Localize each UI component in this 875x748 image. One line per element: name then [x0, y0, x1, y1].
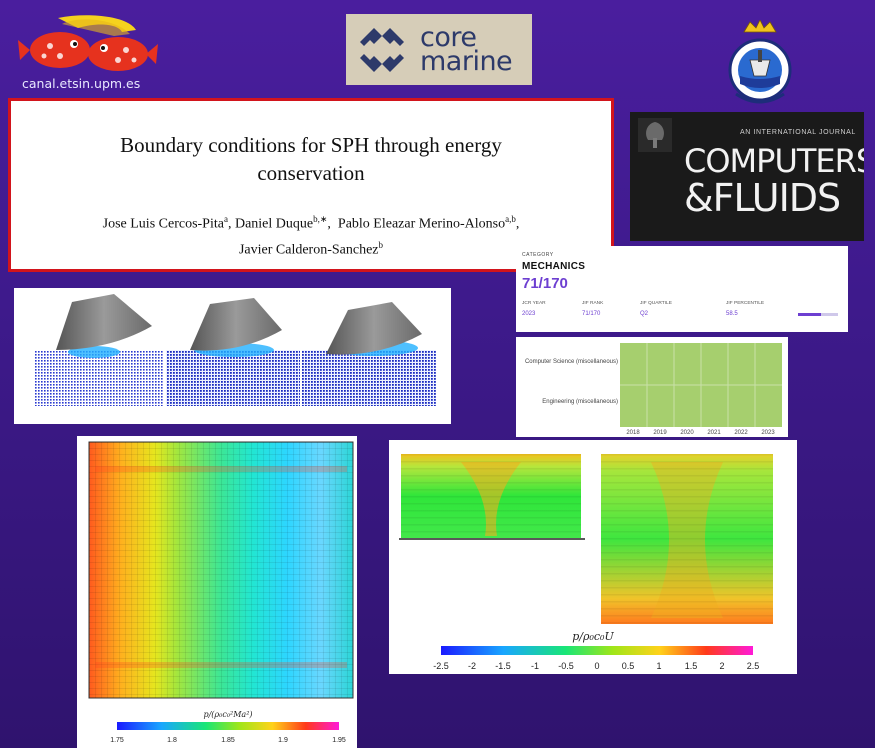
plate-tick: 1.85: [221, 737, 235, 744]
jcr-value-year: 2023: [522, 311, 536, 317]
author-3: Pablo Eleazar Merino-Alonso: [337, 216, 506, 232]
author-2-affil: b,∗: [313, 214, 328, 224]
quartile-year-label: 2021: [707, 430, 721, 436]
simulation-frames: [34, 294, 436, 406]
paper-title-card: Boundary conditions for SPH through ener…: [8, 98, 614, 272]
paper-title-line1: Boundary conditions for SPH through ener…: [120, 133, 502, 157]
tank-colorbar: [441, 646, 753, 655]
jcr-value-percentile: 58.5: [726, 311, 738, 317]
jcr-category-label: CATEGORY: [522, 252, 554, 258]
journal-name-line2: &FLUIDS: [684, 176, 841, 220]
tank-tick: -1: [531, 661, 539, 671]
author-3-affil: a,b: [505, 214, 516, 224]
capsule-3: [326, 302, 422, 355]
quartile-year-label: 2019: [653, 430, 667, 436]
core-text: core: [420, 21, 477, 53]
plate-tick: 1.95: [332, 737, 346, 744]
plate-field: p/(ρ₀c₀²Ma²) 1.75 1.8 1.85 1.9 1.95: [88, 441, 354, 744]
quartile-grid: Computer Science (miscellaneous) Enginee…: [525, 343, 782, 436]
tank-tick: 2: [719, 661, 724, 671]
plate-tick: 1.9: [278, 737, 288, 744]
tank-pressure-plot: p/ρ₀c₀U -2.5 -2 -1.5 -1 -0.5 0 0.5 1 1.5…: [389, 440, 797, 674]
journal-name-line1: COMPUTERS: [684, 142, 864, 180]
paper-title-line2: conservation: [257, 161, 365, 185]
core-marine-icon: [360, 27, 404, 72]
tank-colorbar-label: p/ρ₀c₀U: [572, 630, 614, 643]
jcr-header-year: JCR YEAR: [522, 301, 546, 306]
author-4-affil: b: [378, 239, 384, 250]
jcr-category: MECHANICS: [522, 261, 586, 272]
jcr-card: CATEGORY MECHANICS 71/170 JCR YEAR JIF R…: [516, 246, 848, 332]
tank-field: p/ρ₀c₀U -2.5 -2 -1.5 -1 -0.5 0 0.5 1 1.5…: [399, 454, 773, 671]
tank-tick: -0.5: [558, 661, 574, 671]
jcr-value-quartile: Q2: [640, 311, 649, 317]
plate-pressure-plot: p/(ρ₀c₀²Ma²) 1.75 1.8 1.85 1.9 1.95: [77, 436, 357, 748]
jcr-percentile-bar: [798, 313, 838, 316]
jcr-header-percentile: JIF PERCENTILE: [726, 301, 765, 306]
quartile-chart: Computer Science (miscellaneous) Enginee…: [516, 337, 788, 437]
author-2: Daniel Duque: [234, 216, 314, 232]
author-1: Jose Luis Cercos-Pita: [102, 216, 224, 232]
capsule-1: [56, 294, 152, 350]
capsule-2: [190, 298, 282, 351]
paper-authors: Jose Luis Cercos-Pitaa, Daniel Duqueb,∗,…: [102, 214, 520, 258]
paper-title: Boundary conditions for SPH through ener…: [25, 131, 597, 187]
crest-icon: [728, 19, 792, 104]
jcr-table: JCR YEAR JIF RANK JIF QUARTILE JIF PERCE…: [522, 301, 842, 321]
jcr-value-rank: 71/170: [582, 311, 601, 317]
elsevier-tree-icon: [638, 118, 672, 152]
tank-tick: 2.5: [747, 661, 760, 671]
tank-tick: 0.5: [622, 661, 635, 671]
core-marine-logo: core marine: [346, 14, 532, 85]
quartile-year-label: 2022: [734, 430, 748, 436]
fish-logo-icon: [18, 15, 158, 71]
tank-tick: 1.5: [685, 661, 698, 671]
quartile-row-label: Computer Science (miscellaneous): [525, 359, 618, 365]
journal-subtitle: AN INTERNATIONAL JOURNAL: [740, 129, 856, 136]
quartile-year-label: 2020: [680, 430, 694, 436]
jcr-rank: 71/170: [522, 275, 568, 292]
quartile-year-label: 2023: [761, 430, 775, 436]
plate-tick: 1.8: [167, 737, 177, 744]
tank-tick: -2: [468, 661, 476, 671]
canal-logo: canal.etsin.upm.es: [18, 10, 158, 92]
tank-tick: -2.5: [433, 661, 449, 671]
tank-tick: 1: [656, 661, 661, 671]
plate-colorbar-label: p/(ρ₀c₀²Ma²): [203, 710, 252, 719]
plate-tick: 1.75: [110, 737, 124, 744]
plate-colorbar: [117, 722, 339, 730]
quartile-row-label: Engineering (miscellaneous): [542, 399, 618, 405]
jcr-header-quartile: JIF QUARTILE: [640, 301, 672, 306]
marine-text: marine: [420, 45, 513, 77]
journal-cover: AN INTERNATIONAL JOURNAL COMPUTERS &FLUI…: [630, 112, 864, 241]
tank-tick: 0: [594, 661, 599, 671]
tank-tick: -1.5: [495, 661, 511, 671]
quartile-year-label: 2018: [626, 430, 640, 436]
author-4: Javier Calderon-Sanchez: [238, 242, 379, 258]
crest-logo: [726, 19, 794, 108]
jcr-header-rank: JIF RANK: [582, 301, 604, 306]
author-1-affil: a: [223, 214, 228, 224]
capsule-simulation-image: [14, 288, 451, 424]
canal-url: canal.etsin.upm.es: [22, 76, 141, 91]
